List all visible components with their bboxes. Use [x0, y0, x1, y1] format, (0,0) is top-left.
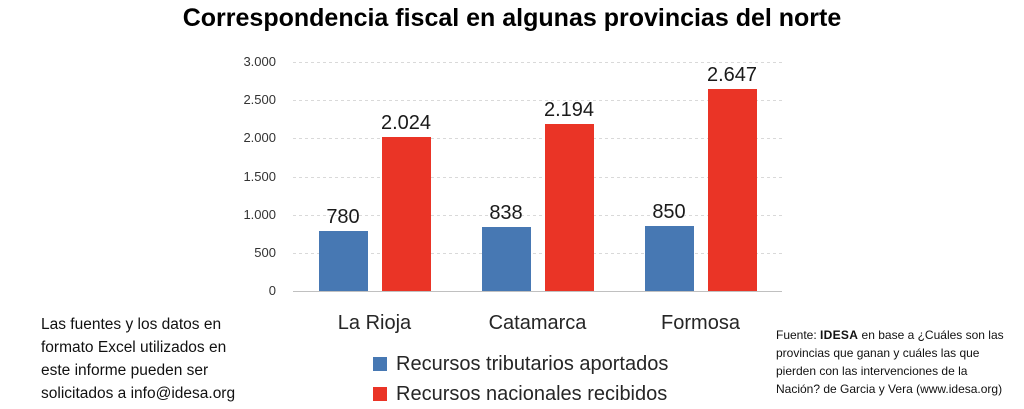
source-prefix: Fuente:: [776, 328, 821, 342]
gridline: [293, 62, 782, 63]
legend-item: Recursos tributarios aportados: [373, 352, 668, 376]
bar-value-label: 2.024: [380, 111, 432, 134]
bar: [318, 231, 368, 291]
y-tick-label: 500: [254, 244, 276, 260]
y-tick-label: 2.500: [243, 92, 276, 108]
gridline: [293, 138, 782, 140]
source-brand: IDESA: [820, 328, 859, 342]
legend: Recursos tributarios aportados Recursos n…: [373, 352, 668, 409]
chart-title: Correspondencia fiscal en algunas provin…: [182, 4, 842, 32]
y-tick-label: 1.500: [243, 168, 276, 184]
bar: [481, 227, 531, 291]
bar-value-label: 2.647: [706, 63, 758, 86]
left-footnote: Las fuentes y los datos en formato Excel…: [41, 316, 236, 402]
legend-label: Recursos tributarios aportados: [396, 352, 669, 375]
bar-value-label: 2.194: [543, 98, 595, 121]
x-axis-label: Catamarca: [488, 312, 587, 334]
legend-label: Recursos nacionales recibidos: [396, 382, 668, 405]
y-tick-label: 2.000: [243, 130, 276, 146]
source-text: en base a ¿Cuáles son las provincias que…: [776, 328, 1004, 396]
bar-value-label: 780: [326, 206, 360, 229]
gridline: [293, 176, 782, 178]
legend-swatch: [373, 387, 387, 401]
bar-value-label: 838: [489, 202, 523, 225]
plot-area: 780 2.024 838 2.194 850 2.647: [293, 62, 782, 292]
x-axis-label: Formosa: [661, 312, 740, 334]
gridline: [293, 100, 782, 102]
bar: [707, 88, 757, 291]
legend-swatch: [373, 357, 387, 371]
y-tick-label: 1.000: [243, 206, 276, 222]
y-tick-label: 0: [268, 283, 276, 298]
gridline: [293, 252, 782, 254]
bar: [544, 123, 594, 291]
bar: [644, 226, 694, 291]
source-footnote: Fuente: IDESA en base a ¿Cuáles son las …: [776, 326, 1014, 398]
bar: [381, 136, 431, 291]
x-axis-label: La Rioja: [337, 312, 412, 334]
gridline: [293, 214, 782, 216]
y-tick-label: 3.000: [243, 54, 276, 69]
bar-value-label: 850: [652, 201, 686, 224]
legend-item: Recursos nacionales recibidos: [373, 382, 668, 406]
